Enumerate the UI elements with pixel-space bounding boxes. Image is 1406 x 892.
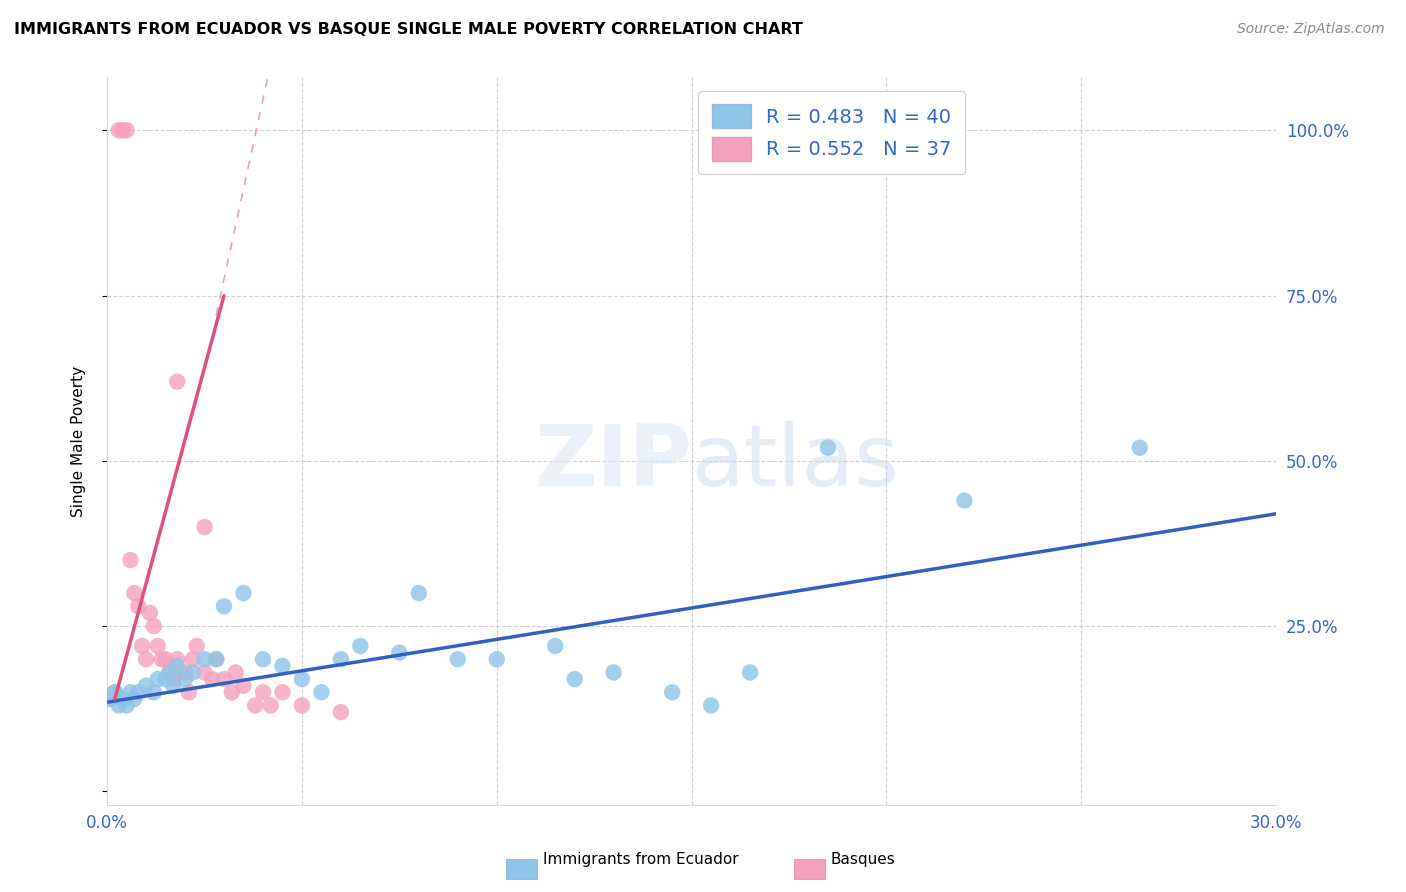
- Point: [329, 652, 352, 666]
- Point: [135, 652, 157, 666]
- Point: [212, 672, 235, 686]
- Text: atlas: atlas: [692, 421, 900, 504]
- Point: [127, 685, 149, 699]
- Point: [221, 685, 243, 699]
- Text: Basques: Basques: [831, 852, 896, 867]
- Point: [111, 692, 134, 706]
- Point: [135, 679, 157, 693]
- Point: [252, 685, 274, 699]
- Point: [120, 685, 142, 699]
- Point: [181, 652, 204, 666]
- Point: [166, 375, 188, 389]
- Text: Source: ZipAtlas.com: Source: ZipAtlas.com: [1237, 22, 1385, 37]
- Point: [124, 586, 146, 600]
- Point: [193, 520, 215, 534]
- Point: [142, 619, 165, 633]
- Point: [104, 685, 127, 699]
- Point: [107, 123, 129, 137]
- Point: [408, 586, 430, 600]
- Point: [817, 441, 839, 455]
- Point: [205, 652, 228, 666]
- Point: [100, 692, 122, 706]
- Point: [155, 652, 177, 666]
- Point: [166, 652, 188, 666]
- Point: [131, 639, 153, 653]
- Point: [225, 665, 247, 680]
- Point: [193, 652, 215, 666]
- Point: [544, 639, 567, 653]
- Point: [174, 672, 197, 686]
- Point: [564, 672, 586, 686]
- Point: [146, 639, 169, 653]
- Point: [953, 493, 976, 508]
- Point: [243, 698, 266, 713]
- Point: [661, 685, 683, 699]
- Point: [1129, 441, 1152, 455]
- Point: [107, 698, 129, 713]
- Point: [115, 698, 138, 713]
- Point: [174, 665, 197, 680]
- Point: [166, 658, 188, 673]
- Point: [193, 665, 215, 680]
- Legend: R = 0.483   N = 40, R = 0.552   N = 37: R = 0.483 N = 40, R = 0.552 N = 37: [699, 91, 966, 174]
- Point: [150, 652, 173, 666]
- Point: [349, 639, 371, 653]
- Point: [311, 685, 333, 699]
- Point: [157, 665, 180, 680]
- Point: [120, 553, 142, 567]
- Point: [124, 692, 146, 706]
- Point: [602, 665, 624, 680]
- Point: [232, 586, 254, 600]
- Point: [162, 679, 184, 693]
- Point: [181, 665, 204, 680]
- Point: [186, 639, 208, 653]
- Point: [388, 646, 411, 660]
- Point: [447, 652, 470, 666]
- Text: ZIP: ZIP: [534, 421, 692, 504]
- Text: IMMIGRANTS FROM ECUADOR VS BASQUE SINGLE MALE POVERTY CORRELATION CHART: IMMIGRANTS FROM ECUADOR VS BASQUE SINGLE…: [14, 22, 803, 37]
- Point: [100, 692, 122, 706]
- Point: [232, 679, 254, 693]
- Point: [146, 672, 169, 686]
- Point: [271, 685, 294, 699]
- Text: Immigrants from Ecuador: Immigrants from Ecuador: [543, 852, 738, 867]
- Point: [260, 698, 283, 713]
- Point: [162, 672, 184, 686]
- Point: [155, 672, 177, 686]
- Point: [201, 672, 224, 686]
- Point: [291, 698, 314, 713]
- Point: [271, 658, 294, 673]
- Point: [738, 665, 761, 680]
- Y-axis label: Single Male Poverty: Single Male Poverty: [72, 366, 86, 516]
- Point: [142, 685, 165, 699]
- Point: [329, 705, 352, 719]
- Point: [104, 685, 127, 699]
- Point: [212, 599, 235, 614]
- Point: [157, 665, 180, 680]
- Point: [139, 606, 162, 620]
- Point: [485, 652, 508, 666]
- Point: [291, 672, 314, 686]
- Point: [700, 698, 723, 713]
- Point: [115, 123, 138, 137]
- Point: [127, 599, 149, 614]
- Point: [205, 652, 228, 666]
- Point: [252, 652, 274, 666]
- Point: [111, 123, 134, 137]
- Point: [177, 685, 200, 699]
